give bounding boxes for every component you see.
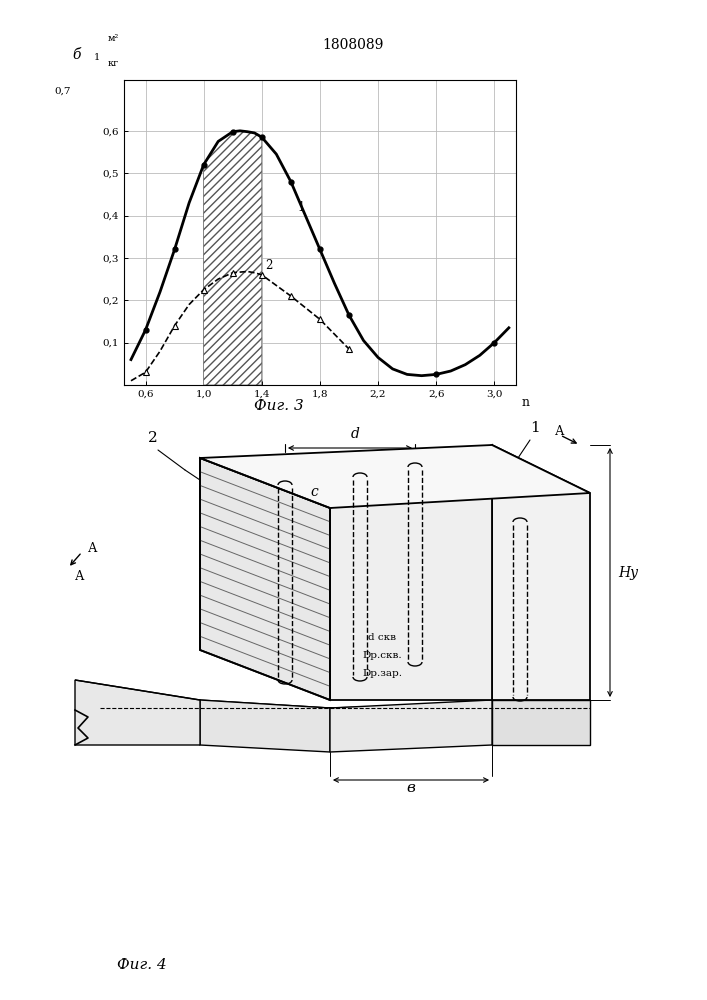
Text: c: c [310,485,318,499]
Polygon shape [330,445,492,700]
Text: 1: 1 [94,53,100,62]
Polygon shape [75,680,200,700]
Polygon shape [200,445,590,508]
Text: м²: м² [108,34,119,43]
Polygon shape [100,700,590,708]
Text: 1: 1 [530,421,539,435]
Polygon shape [200,700,330,752]
Polygon shape [492,700,590,745]
Text: d: d [351,427,359,441]
Text: 2: 2 [264,259,272,272]
Text: 0,7: 0,7 [54,86,71,95]
Polygon shape [492,445,590,700]
Polygon shape [200,458,330,700]
Text: Ну: Ну [618,566,638,580]
Text: Фиг. 4: Фиг. 4 [117,958,166,972]
Text: d скв: d скв [368,634,396,643]
Text: А: А [555,425,564,438]
Polygon shape [330,700,492,752]
Text: 1808089: 1808089 [323,38,384,52]
Polygon shape [75,680,200,745]
Text: Dp.скв.: Dp.скв. [362,650,402,660]
Text: n: n [522,396,530,409]
Text: б: б [73,48,81,62]
Text: Фиг. 3: Фиг. 3 [255,399,304,413]
Text: А: А [88,542,98,555]
Text: Dp.зар.: Dp.зар. [362,668,402,678]
Text: 2: 2 [148,431,158,445]
Text: кг: кг [108,59,119,68]
Text: в: в [407,781,416,795]
Text: А: А [75,570,85,583]
Text: 1: 1 [298,201,305,214]
